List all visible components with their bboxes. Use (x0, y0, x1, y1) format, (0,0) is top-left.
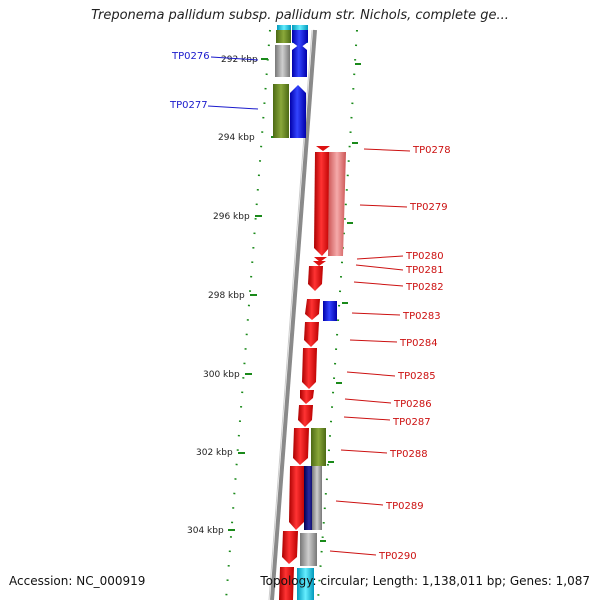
gene-block (300, 533, 317, 566)
scale-label: 304 kbp (187, 526, 224, 536)
gene-label: TP0288 (389, 449, 428, 460)
gene-label: TP0280 (405, 251, 444, 262)
gene-label: TP0279 (409, 202, 448, 213)
gene-label: TP0278 (412, 145, 451, 156)
gene-block (304, 466, 314, 530)
gene-arrow (316, 146, 330, 151)
gene-label: TP0281 (405, 265, 444, 276)
scale-track-left (225, 29, 271, 600)
gene-features-top (273, 25, 308, 138)
gene-block (297, 568, 314, 600)
gene-block (323, 301, 337, 321)
gene-arrow (275, 45, 290, 77)
gene-arrow (292, 30, 308, 48)
gene-label: TP0277 (169, 100, 208, 111)
gene-labels-left: TP0276 TP0277 (169, 51, 259, 111)
scale-ticks-right (320, 63, 361, 542)
accession-text: Accession: NC_000919 (9, 574, 146, 588)
gene-arrow (302, 348, 317, 389)
gene-arrow (314, 152, 330, 256)
gene-arrow (305, 299, 320, 320)
scale-labels: 292 kbp 294 kbp 296 kbp 298 kbp 300 kbp … (187, 55, 258, 536)
gene-arrow (313, 261, 326, 266)
gene-block (311, 428, 326, 466)
gene-label: TP0284 (399, 338, 438, 349)
gene-label: TP0287 (392, 417, 431, 428)
gene-label: TP0282 (405, 282, 444, 293)
map-title: Treponema pallidum subsp. pallidum str. … (91, 8, 509, 23)
gene-label: TP0285 (397, 371, 436, 382)
scale-label: 294 kbp (218, 133, 255, 143)
gene-labels-right: TP0278 TP0279 TP0280 TP0281 TP0282 TP028… (329, 145, 451, 562)
genome-summary-text: Topology: circular; Length: 1,138,011 bp… (260, 574, 590, 588)
gene-arrow (282, 531, 298, 564)
gene-label: TP0289 (385, 501, 424, 512)
gene-arrow (293, 428, 309, 465)
gene-arrow (298, 405, 313, 427)
gene-block (276, 30, 291, 43)
gene-arrow (292, 44, 307, 77)
gene-label: TP0286 (393, 399, 432, 410)
gene-arrow (300, 390, 314, 404)
scale-label: 292 kbp (221, 55, 258, 65)
scale-label: 298 kbp (208, 291, 245, 301)
gene-arrow (314, 257, 327, 262)
gene-arrow (308, 266, 323, 291)
gene-label: TP0283 (402, 311, 441, 322)
gene-arrow (290, 85, 306, 138)
scale-label: 296 kbp (213, 212, 250, 222)
scale-label: 300 kbp (203, 370, 240, 380)
scale-label: 302 kbp (196, 448, 233, 458)
gene-block (273, 84, 289, 138)
gene-arrow (304, 322, 319, 347)
gene-label: TP0290 (378, 551, 417, 562)
gene-arrow (289, 466, 305, 530)
gene-block (312, 466, 322, 530)
gene-features-red (279, 146, 346, 600)
gene-arrow (328, 152, 346, 256)
gene-arrow (279, 567, 294, 600)
gene-label: TP0276 (171, 51, 210, 62)
